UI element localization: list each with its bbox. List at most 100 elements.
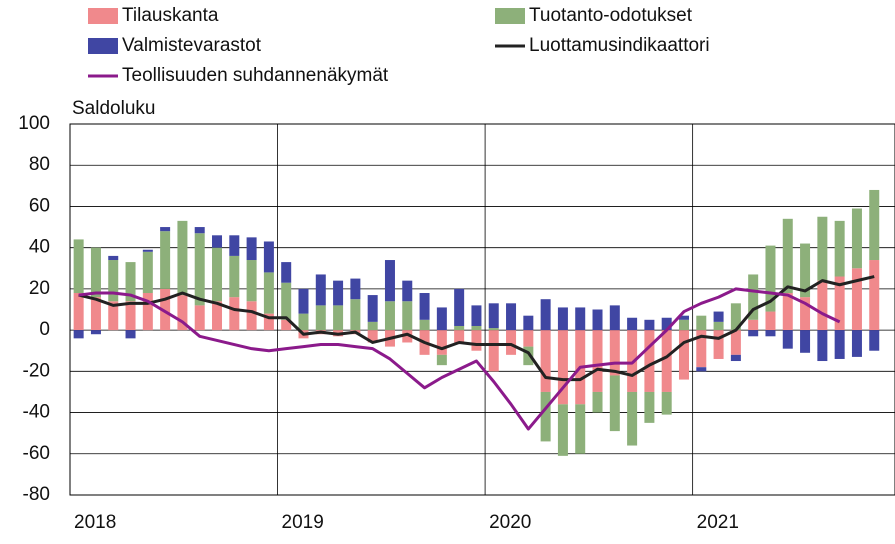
bar (402, 330, 413, 343)
bar (246, 237, 257, 261)
bar (436, 330, 447, 355)
bar (851, 208, 862, 269)
x-tick-label: 2020 (489, 512, 531, 533)
bar (142, 249, 153, 252)
bar (540, 299, 551, 331)
bar (713, 311, 724, 322)
bar (592, 309, 603, 331)
bar (108, 255, 119, 261)
bar (212, 235, 223, 248)
bar (212, 301, 223, 331)
bar (644, 330, 655, 392)
bar (367, 330, 378, 343)
bar (281, 262, 292, 283)
legend-label: Valmistevarastot (122, 35, 262, 56)
x-tick-label: 2019 (282, 512, 324, 533)
bar (419, 293, 430, 320)
bar (730, 303, 741, 331)
bar (678, 319, 689, 331)
bar (367, 321, 378, 331)
bar (557, 330, 568, 405)
y-tick-label: 80 (29, 154, 50, 175)
bar (212, 247, 223, 302)
bar (384, 301, 395, 331)
legend-label: Luottamusindikaattori (529, 35, 710, 56)
bar (782, 293, 793, 331)
bar (298, 288, 309, 314)
bar (540, 391, 551, 442)
bar (194, 305, 205, 331)
bar (281, 282, 292, 320)
bar (800, 243, 811, 298)
bar (851, 330, 862, 357)
line (78, 275, 875, 382)
bar (713, 330, 724, 359)
legend-label: Tuotanto-odotukset (529, 5, 693, 26)
bar (246, 301, 257, 331)
bar (73, 330, 84, 339)
bar (454, 330, 465, 343)
bar (800, 330, 811, 353)
bar (540, 330, 551, 392)
bar (73, 293, 84, 331)
bar (800, 297, 811, 331)
bar (834, 276, 845, 331)
bar (471, 305, 482, 326)
y-tick-label: 100 (18, 113, 50, 134)
bar (384, 260, 395, 302)
bar (471, 325, 482, 331)
bar (488, 328, 499, 331)
y-tick-label: -80 (23, 484, 50, 505)
bar (194, 227, 205, 234)
bar (713, 321, 724, 331)
bar (782, 330, 793, 349)
bar (125, 301, 136, 331)
bar (402, 280, 413, 302)
bar (419, 319, 430, 331)
bar (575, 404, 586, 454)
bar (160, 227, 171, 232)
plot-frame (69, 123, 895, 496)
bar (834, 330, 845, 359)
y-tick-label: 20 (29, 278, 50, 299)
bar (160, 231, 171, 289)
bar (229, 235, 240, 256)
bar (696, 315, 707, 331)
bar (402, 301, 413, 331)
y-tick-label: 60 (29, 195, 50, 216)
legend-label: Tilauskanta (122, 5, 219, 26)
bar (160, 288, 171, 331)
bar (298, 313, 309, 331)
bar (177, 220, 188, 296)
bar (696, 367, 707, 372)
legend-label: Teollisuuden suhdannenäkymät (122, 65, 389, 86)
bar (609, 375, 620, 432)
bar (350, 278, 361, 300)
bar (506, 330, 517, 355)
bar (765, 330, 776, 337)
bar (454, 325, 465, 331)
y-tick-label: -40 (23, 402, 50, 423)
legend-swatch (88, 38, 118, 54)
bar (627, 317, 638, 331)
bar (661, 317, 672, 331)
bar (90, 297, 101, 331)
bar (177, 295, 188, 331)
bar (869, 330, 880, 351)
bar (229, 297, 240, 331)
bar (696, 330, 707, 368)
bar (125, 262, 136, 302)
bar (142, 251, 153, 294)
bar (748, 274, 759, 320)
bar (730, 354, 741, 362)
bar (194, 233, 205, 306)
bar (506, 303, 517, 331)
bar (263, 272, 274, 314)
legend-swatch (495, 8, 525, 24)
bar (817, 280, 828, 331)
bar (575, 307, 586, 331)
bar (678, 330, 689, 380)
bar (333, 280, 344, 306)
bar (523, 346, 534, 366)
